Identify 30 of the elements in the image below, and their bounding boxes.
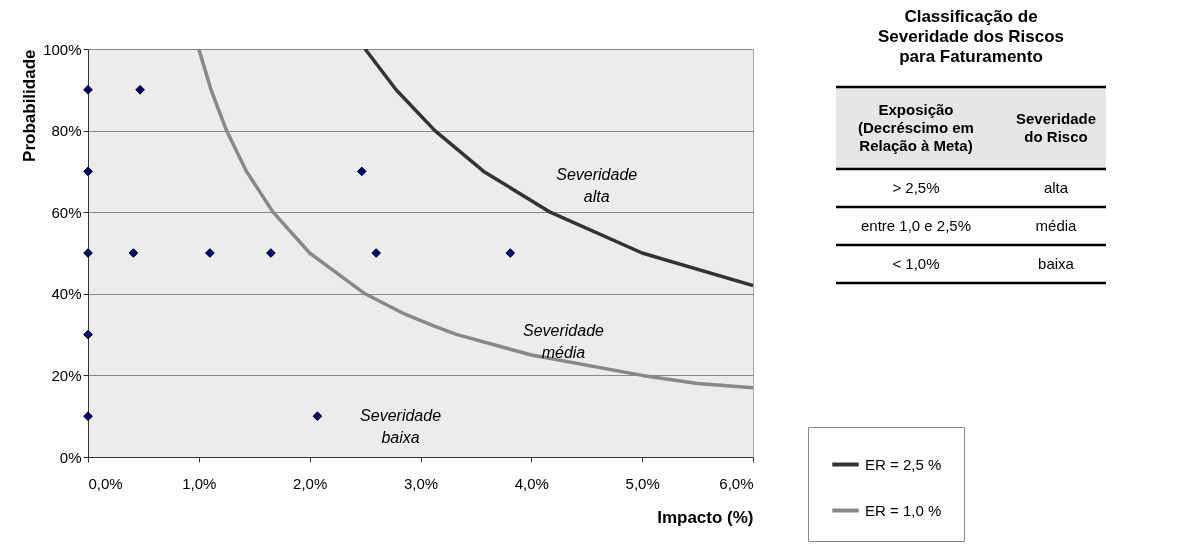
y-tick-label: 80% [51, 122, 82, 140]
y-axis-title: Probabilidade [20, 49, 40, 162]
text: alta [1043, 179, 1069, 196]
text: > 2,5% [892, 179, 940, 196]
x-tick-label: 0,0% [88, 474, 123, 492]
text: Classificação de Severidade dos Riscos para Faturamento [877, 7, 1065, 66]
x-tick-label: 1,0% [182, 474, 217, 492]
y-tick-label: 20% [51, 366, 82, 384]
x-tick-label: 2,0% [293, 474, 328, 492]
y-tick-label: 40% [51, 285, 82, 303]
x-tick-label: 5,0% [625, 474, 660, 492]
x-tick-label: 3,0% [403, 474, 439, 492]
x-tick-label: 4,0% [514, 474, 549, 492]
text: média [1035, 217, 1078, 234]
legend-label: ER = 1,0 % [865, 501, 942, 519]
x-axis-title: Impacto (%) [657, 507, 754, 527]
text: Severidade do Risco [1015, 110, 1097, 145]
y-tick-label: 100% [43, 40, 82, 58]
text: < 1,0% [892, 255, 940, 272]
text: entre 1,0 e 2,5% [860, 217, 972, 234]
annotation: Severidade alta [556, 166, 638, 206]
text: Exposição (Decréscimo em Relação à Meta) [858, 101, 974, 154]
annotation: Severidade baixa [360, 407, 442, 447]
y-tick-label: 60% [51, 203, 82, 221]
legend-label: ER = 2,5 % [865, 455, 942, 473]
line-series [363, 49, 753, 288]
annotation: Severidade média [523, 321, 605, 361]
x-tick-label: 6,0% [719, 474, 754, 492]
text: baixa [1038, 255, 1075, 272]
y-tick-label: 0% [59, 448, 82, 466]
